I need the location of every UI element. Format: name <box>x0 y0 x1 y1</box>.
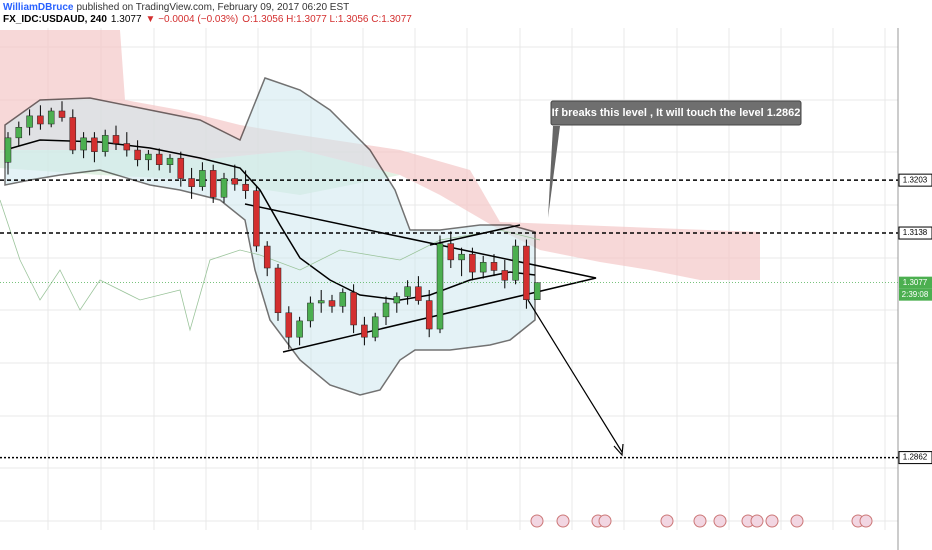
price-label-bg <box>899 276 932 289</box>
annotation: If breaks this level , It will touch the… <box>552 107 801 119</box>
y-tick-label: 1.3138 <box>903 228 928 237</box>
candle-body <box>69 117 77 151</box>
y-tick-label: 1.3203 <box>903 175 928 184</box>
candle-body <box>382 302 390 318</box>
published: published on TradingView.com, February 0… <box>76 2 349 13</box>
candle-body <box>112 135 120 144</box>
candle-body <box>371 316 379 338</box>
y-tick-label: 1.2862 <box>903 453 928 462</box>
countdown: 2:39:08 <box>902 290 929 299</box>
arrow <box>527 299 624 457</box>
candle-body <box>37 115 44 125</box>
candle-body <box>47 110 55 125</box>
candle-body <box>447 243 455 261</box>
candle-body <box>188 178 195 187</box>
candle-body <box>58 110 66 118</box>
candle-body <box>436 243 444 330</box>
levels <box>0 179 898 459</box>
lagging-span <box>0 199 541 332</box>
header-bg <box>0 0 932 26</box>
countdown-bg <box>899 288 932 301</box>
candle-body <box>15 127 23 139</box>
candle-body <box>469 253 476 273</box>
candle-body <box>231 178 239 185</box>
candle-body <box>253 190 260 247</box>
candle-body <box>512 245 519 281</box>
candle-body <box>350 292 357 326</box>
price-label-bg <box>898 451 932 465</box>
change: ▼ −0.0004 (−0.03%) <box>146 14 239 25</box>
price-axis: 1.3203 1.3138 1.3077 2:39:08 1.2862 <box>898 173 932 465</box>
symbol: FX_IDC:USDAUD, 240 <box>3 14 107 25</box>
candle-body <box>425 300 433 330</box>
candle-body <box>242 183 249 191</box>
price-label-bg <box>898 226 932 240</box>
y-tick-label: 1.3077 <box>903 278 928 287</box>
candle-body <box>339 292 347 307</box>
candles <box>4 101 541 350</box>
candle-body <box>533 282 541 300</box>
event-icons <box>530 514 873 528</box>
candle-body <box>220 178 228 198</box>
candle-body <box>134 149 141 161</box>
header-line: WilliamDBruce published on TradingView.co… <box>3 2 349 13</box>
candle-body <box>123 143 131 151</box>
candle-body <box>199 170 206 187</box>
candle-body <box>490 262 498 271</box>
candle-body <box>274 267 282 314</box>
candle-body <box>415 286 422 301</box>
candle-body <box>155 153 163 165</box>
candle-body <box>101 135 109 152</box>
candle-body <box>317 300 325 304</box>
candle-body <box>91 137 98 152</box>
candle-body <box>307 302 314 322</box>
candle-body <box>26 115 33 128</box>
symbol-line: FX_IDC:USDAUD, 240 1.3077 ▼ −0.0004 (−0.03… <box>3 14 412 25</box>
candle-body <box>361 324 368 338</box>
candle-body <box>458 253 465 261</box>
candle-body <box>4 137 12 163</box>
candle-body <box>285 312 293 338</box>
cloud-red <box>0 30 760 280</box>
ohlc: O:1.3056 H:1.3077 L:1.3056 C:1.3077 <box>242 14 412 25</box>
candle-body <box>296 320 303 338</box>
candle-body <box>404 286 411 297</box>
last-price: 1.3077 <box>111 14 142 25</box>
triangle <box>244 203 597 353</box>
candle-body <box>328 300 336 307</box>
price-label-bg <box>898 173 932 187</box>
candle-body <box>263 245 271 269</box>
candle-body <box>166 157 174 165</box>
candle-body <box>209 170 217 198</box>
candle-body <box>479 262 487 273</box>
candle-body <box>80 137 87 151</box>
candle-body <box>177 157 185 179</box>
author[interactable]: WilliamDBruce <box>3 2 74 13</box>
candle-body <box>393 296 401 304</box>
callout <box>550 100 802 126</box>
candle-body <box>145 153 152 161</box>
candle-body <box>501 270 509 281</box>
callout-pointer <box>548 126 560 218</box>
candle-body <box>523 245 530 300</box>
